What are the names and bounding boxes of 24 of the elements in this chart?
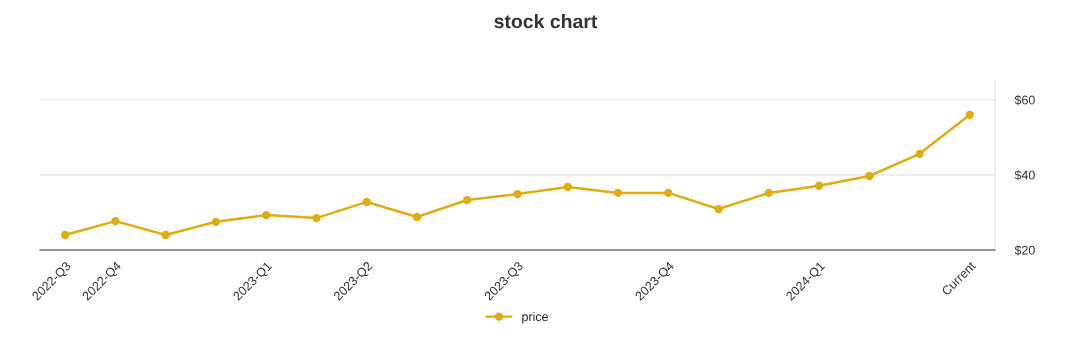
point: [463, 195, 472, 205]
point: [161, 230, 170, 240]
point: [412, 212, 422, 222]
point: [60, 230, 70, 240]
chart-title: stock chart: [494, 14, 598, 29]
point: [965, 110, 975, 119]
point: [664, 188, 673, 198]
point: [814, 181, 824, 190]
point: [764, 188, 773, 198]
point: [714, 204, 723, 214]
legend-label: price: [522, 311, 548, 324]
point: [111, 216, 120, 226]
y-tick-label: $20: [1014, 245, 1035, 256]
point: [865, 171, 874, 181]
point: [362, 197, 371, 207]
point: [563, 182, 572, 192]
point: [211, 217, 221, 226]
y-tick-label: $60: [1014, 95, 1035, 106]
point: [312, 213, 321, 223]
y-tick-label: $40: [1014, 170, 1035, 181]
point: [262, 210, 271, 220]
point: [915, 149, 924, 159]
point: [513, 189, 522, 199]
point: [613, 188, 623, 198]
